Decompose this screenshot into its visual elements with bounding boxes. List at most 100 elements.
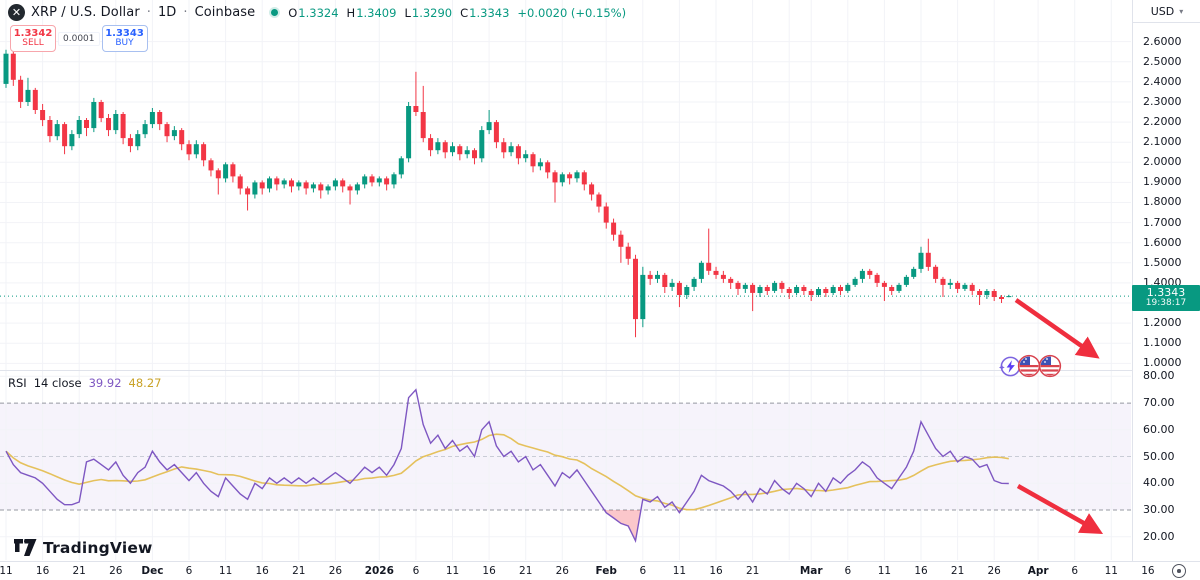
low-value: 1.3290: [411, 5, 453, 20]
candle-body: [896, 284, 902, 291]
candle-body: [698, 262, 704, 279]
candle-body: [296, 182, 302, 187]
drawn-arrow[interactable]: [1014, 298, 1100, 359]
tradingview-logo[interactable]: TradingView: [14, 539, 153, 557]
price-tick-label: 2.0000: [1143, 155, 1182, 169]
change-value: +0.0020 (+0.15%): [517, 5, 627, 20]
currency-selector[interactable]: USD ▾: [1133, 0, 1200, 23]
time-tick-label: 26: [555, 565, 569, 577]
rsi-title: RSI: [8, 376, 27, 390]
high-key: H: [346, 5, 356, 20]
price-tick-label: 2.2000: [1143, 115, 1182, 129]
candle-body: [706, 262, 712, 271]
rsi-legend[interactable]: RSI 14 close 39.92 48.27: [8, 376, 161, 390]
rsi-tick-label: 40.00: [1143, 476, 1175, 490]
price-tick-label: 1.0000: [1143, 356, 1182, 370]
candle-body: [98, 102, 104, 119]
candle-body: [647, 274, 653, 279]
candle-body: [354, 184, 360, 191]
candle-body: [977, 291, 983, 295]
time-tick-label: 6: [412, 565, 420, 577]
time-tick-label: Mar: [799, 565, 823, 577]
candle-body: [252, 182, 258, 195]
rsi-line: [5, 388, 1009, 544]
currency-label: USD: [1150, 4, 1175, 18]
price-tick-label: 2.5000: [1143, 54, 1182, 68]
time-axis[interactable]: 11 16 21 26 Dec 6 11 16 21 26 2026 6 11 16 21 26 Feb 6 11 1…: [0, 561, 1200, 580]
time-tick-label: 11: [445, 565, 460, 577]
candle-body: [830, 287, 836, 293]
candle-body: [742, 284, 748, 289]
candle-body: [676, 282, 682, 295]
time-tick-label: 11: [218, 565, 233, 577]
time-tick-label: 6: [1071, 565, 1079, 577]
candle-body: [655, 274, 660, 279]
candle-body: [149, 112, 155, 125]
candle-body: [493, 122, 499, 143]
time-tick-label: 26: [987, 565, 1001, 577]
buy-button[interactable]: 1.3343 BUY: [101, 25, 148, 52]
candle-body: [40, 110, 46, 121]
candle-body: [420, 112, 426, 139]
time-tick-label: 21: [72, 565, 86, 577]
sell-button[interactable]: 1.3342 SELL: [10, 25, 56, 52]
symbol-separator: ·: [183, 5, 188, 20]
candle-body: [325, 186, 331, 191]
xrp-logo-icon: ✕: [8, 4, 25, 21]
candle-body: [779, 282, 785, 289]
candle-body: [281, 180, 287, 185]
candle-body: [127, 138, 133, 147]
candle-body: [69, 134, 75, 147]
drawn-arrow[interactable]: [1016, 484, 1104, 534]
candle-body: [1006, 296, 1012, 298]
flag-sticker[interactable]: [1017, 354, 1041, 382]
candle-body: [669, 282, 675, 287]
rsi-ma-value: 48.27: [128, 376, 162, 390]
price-tick-label: 1.5000: [1143, 255, 1182, 269]
candle-body: [406, 106, 412, 159]
exchange-label[interactable]: Coinbase: [194, 5, 256, 20]
time-tick-label: Dec: [141, 565, 164, 577]
candle-body: [911, 268, 917, 277]
symbol-title[interactable]: XRP / U.S. Dollar: [31, 5, 140, 20]
buy-price: 1.3343: [105, 27, 144, 39]
candle-body: [332, 180, 338, 187]
candle-body: [530, 154, 536, 167]
candle-body: [633, 258, 638, 320]
candle-body: [135, 134, 141, 147]
candle-body: [962, 284, 968, 289]
candle-body: [457, 146, 463, 155]
candle-body: [76, 120, 82, 135]
rsi-tick-label: 80.00: [1143, 369, 1175, 383]
market-status-icon: [271, 9, 279, 16]
price-tick-label: 1.9000: [1143, 175, 1182, 189]
buy-label: BUY: [115, 38, 134, 49]
candle-body: [223, 164, 229, 179]
timezone-icon[interactable]: [1172, 564, 1186, 578]
last-price-time: 19:38:17: [1145, 298, 1187, 309]
candle-body: [274, 178, 280, 185]
candle-body: [713, 270, 719, 275]
candle-body: [596, 194, 602, 207]
rsi-value: 39.92: [88, 376, 122, 390]
timeframe-label[interactable]: 1D: [157, 5, 177, 20]
time-tick-label: 11: [877, 565, 892, 577]
last-price-badge: 1.3343 19:38:17: [1132, 285, 1200, 311]
time-tick-label: 21: [292, 565, 306, 577]
candle-body: [720, 274, 726, 279]
candle-body: [691, 278, 697, 287]
time-tick-label: 6: [185, 565, 193, 577]
flag-sticker[interactable]: [1038, 354, 1062, 382]
low-key: L: [404, 5, 411, 20]
candle-body: [54, 124, 60, 137]
time-tick-label: 6: [844, 565, 852, 577]
time-tick-label: 26: [328, 565, 343, 577]
candle-body: [515, 146, 521, 159]
price-tick-label: 2.4000: [1143, 74, 1182, 88]
candle-body: [193, 144, 199, 155]
candle-body: [567, 174, 573, 179]
candle-body: [120, 114, 126, 139]
candle-body: [186, 144, 192, 155]
